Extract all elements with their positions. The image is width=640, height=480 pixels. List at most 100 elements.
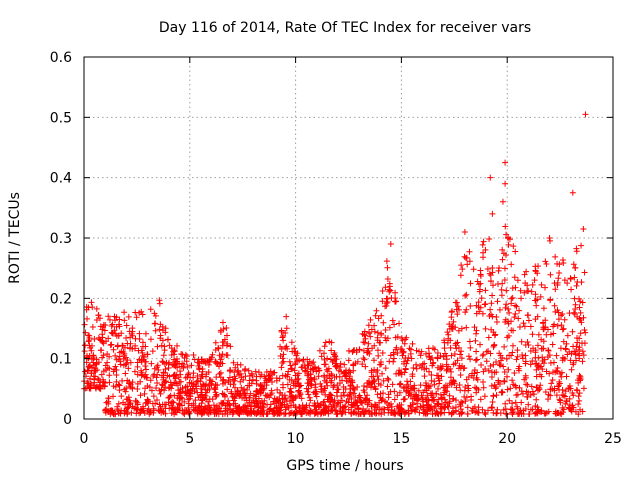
data-point [219, 339, 226, 346]
data-point [400, 349, 407, 356]
data-point [424, 392, 431, 399]
data-point [282, 372, 289, 379]
data-point [417, 352, 424, 359]
data-point [527, 323, 534, 330]
data-point [456, 382, 463, 389]
data-point [106, 407, 113, 414]
data-point [93, 367, 100, 374]
data-point [299, 357, 306, 364]
data-point [169, 361, 176, 368]
data-point [392, 410, 399, 417]
data-point [524, 312, 531, 319]
data-point [168, 402, 175, 409]
data-point [94, 375, 101, 382]
data-point [466, 248, 473, 255]
data-point [125, 313, 132, 320]
data-point [184, 374, 191, 381]
data-point [509, 342, 516, 349]
data-point [103, 366, 110, 373]
data-point [503, 301, 510, 308]
data-point [490, 282, 497, 289]
data-point [489, 313, 496, 320]
data-point [304, 388, 311, 395]
data-point [470, 375, 477, 382]
data-point [118, 393, 125, 400]
data-point [498, 388, 505, 395]
data-point [441, 345, 448, 352]
data-point [374, 337, 381, 344]
data-point [288, 376, 295, 383]
data-point [232, 364, 239, 371]
data-point [429, 362, 436, 369]
data-point [132, 397, 139, 404]
data-point [159, 382, 166, 389]
data-point [174, 395, 181, 402]
data-point [447, 374, 454, 381]
data-point [296, 403, 303, 410]
data-point [423, 398, 430, 405]
data-point [97, 347, 104, 354]
data-point [511, 274, 518, 281]
data-point [368, 403, 375, 410]
data-point [356, 394, 363, 401]
data-point [473, 356, 480, 363]
data-point [151, 365, 158, 372]
data-point [330, 351, 337, 358]
data-point [576, 344, 583, 351]
data-point [379, 288, 386, 295]
data-point [337, 403, 344, 410]
data-point [328, 392, 335, 399]
data-point [475, 299, 482, 306]
data-point [212, 386, 219, 393]
data-point [355, 393, 362, 400]
data-point [458, 355, 465, 362]
data-point [423, 382, 430, 389]
data-point [499, 256, 506, 263]
data-point [338, 397, 345, 404]
data-point [549, 376, 556, 383]
data-point [518, 295, 525, 302]
data-point [434, 354, 441, 361]
data-point [493, 410, 500, 417]
data-point [384, 295, 391, 302]
data-point [309, 366, 316, 373]
data-point [466, 338, 473, 345]
data-point [501, 369, 508, 376]
data-point [320, 408, 327, 415]
data-point [113, 371, 120, 378]
data-point [576, 390, 583, 397]
data-point [331, 350, 338, 357]
data-point [91, 367, 98, 374]
data-point [200, 381, 207, 388]
data-point [134, 359, 141, 366]
data-point [86, 332, 93, 339]
data-point [328, 371, 335, 378]
data-point [503, 373, 510, 380]
data-point [380, 319, 387, 326]
data-point [328, 372, 335, 379]
data-point [192, 381, 199, 388]
data-point [386, 324, 393, 331]
data-point [378, 397, 385, 404]
data-point [402, 409, 409, 416]
data-point [162, 405, 169, 412]
data-point [197, 378, 204, 385]
data-point [87, 344, 94, 351]
data-point [305, 362, 312, 369]
outlier-point [580, 225, 587, 232]
data-point [274, 386, 281, 393]
data-point [516, 323, 523, 330]
data-point [388, 295, 395, 302]
data-point [405, 392, 412, 399]
data-point [569, 389, 576, 396]
data-point [498, 286, 505, 293]
data-point [167, 379, 174, 386]
data-point [163, 378, 170, 385]
data-point [388, 406, 395, 413]
data-point [514, 353, 521, 360]
data-point [160, 376, 167, 383]
data-point [88, 347, 95, 354]
data-point [413, 397, 420, 404]
data-point [468, 393, 475, 400]
data-point [198, 371, 205, 378]
